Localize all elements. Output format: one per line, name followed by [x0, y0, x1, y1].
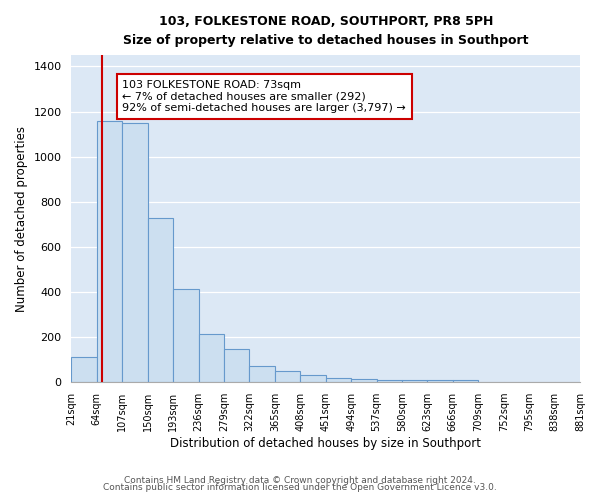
Bar: [453, 380, 478, 382]
Bar: [148, 218, 173, 382]
Bar: [326, 378, 351, 382]
Bar: [122, 123, 148, 382]
Bar: [300, 376, 326, 382]
Bar: [377, 380, 402, 382]
X-axis label: Distribution of detached houses by size in Southport: Distribution of detached houses by size …: [170, 437, 481, 450]
Bar: [351, 379, 377, 382]
Bar: [173, 288, 199, 382]
Y-axis label: Number of detached properties: Number of detached properties: [15, 126, 28, 312]
Bar: [275, 371, 300, 382]
Bar: [402, 380, 427, 382]
Title: 103, FOLKESTONE ROAD, SOUTHPORT, PR8 5PH
Size of property relative to detached h: 103, FOLKESTONE ROAD, SOUTHPORT, PR8 5PH…: [123, 15, 529, 47]
Bar: [71, 358, 97, 382]
Bar: [427, 380, 453, 382]
Bar: [199, 334, 224, 382]
Text: Contains HM Land Registry data © Crown copyright and database right 2024.: Contains HM Land Registry data © Crown c…: [124, 476, 476, 485]
Text: 103 FOLKESTONE ROAD: 73sqm
← 7% of detached houses are smaller (292)
92% of semi: 103 FOLKESTONE ROAD: 73sqm ← 7% of detac…: [122, 80, 406, 113]
Bar: [224, 349, 250, 382]
Text: Contains public sector information licensed under the Open Government Licence v3: Contains public sector information licen…: [103, 484, 497, 492]
Bar: [250, 366, 275, 382]
Bar: [97, 120, 122, 382]
